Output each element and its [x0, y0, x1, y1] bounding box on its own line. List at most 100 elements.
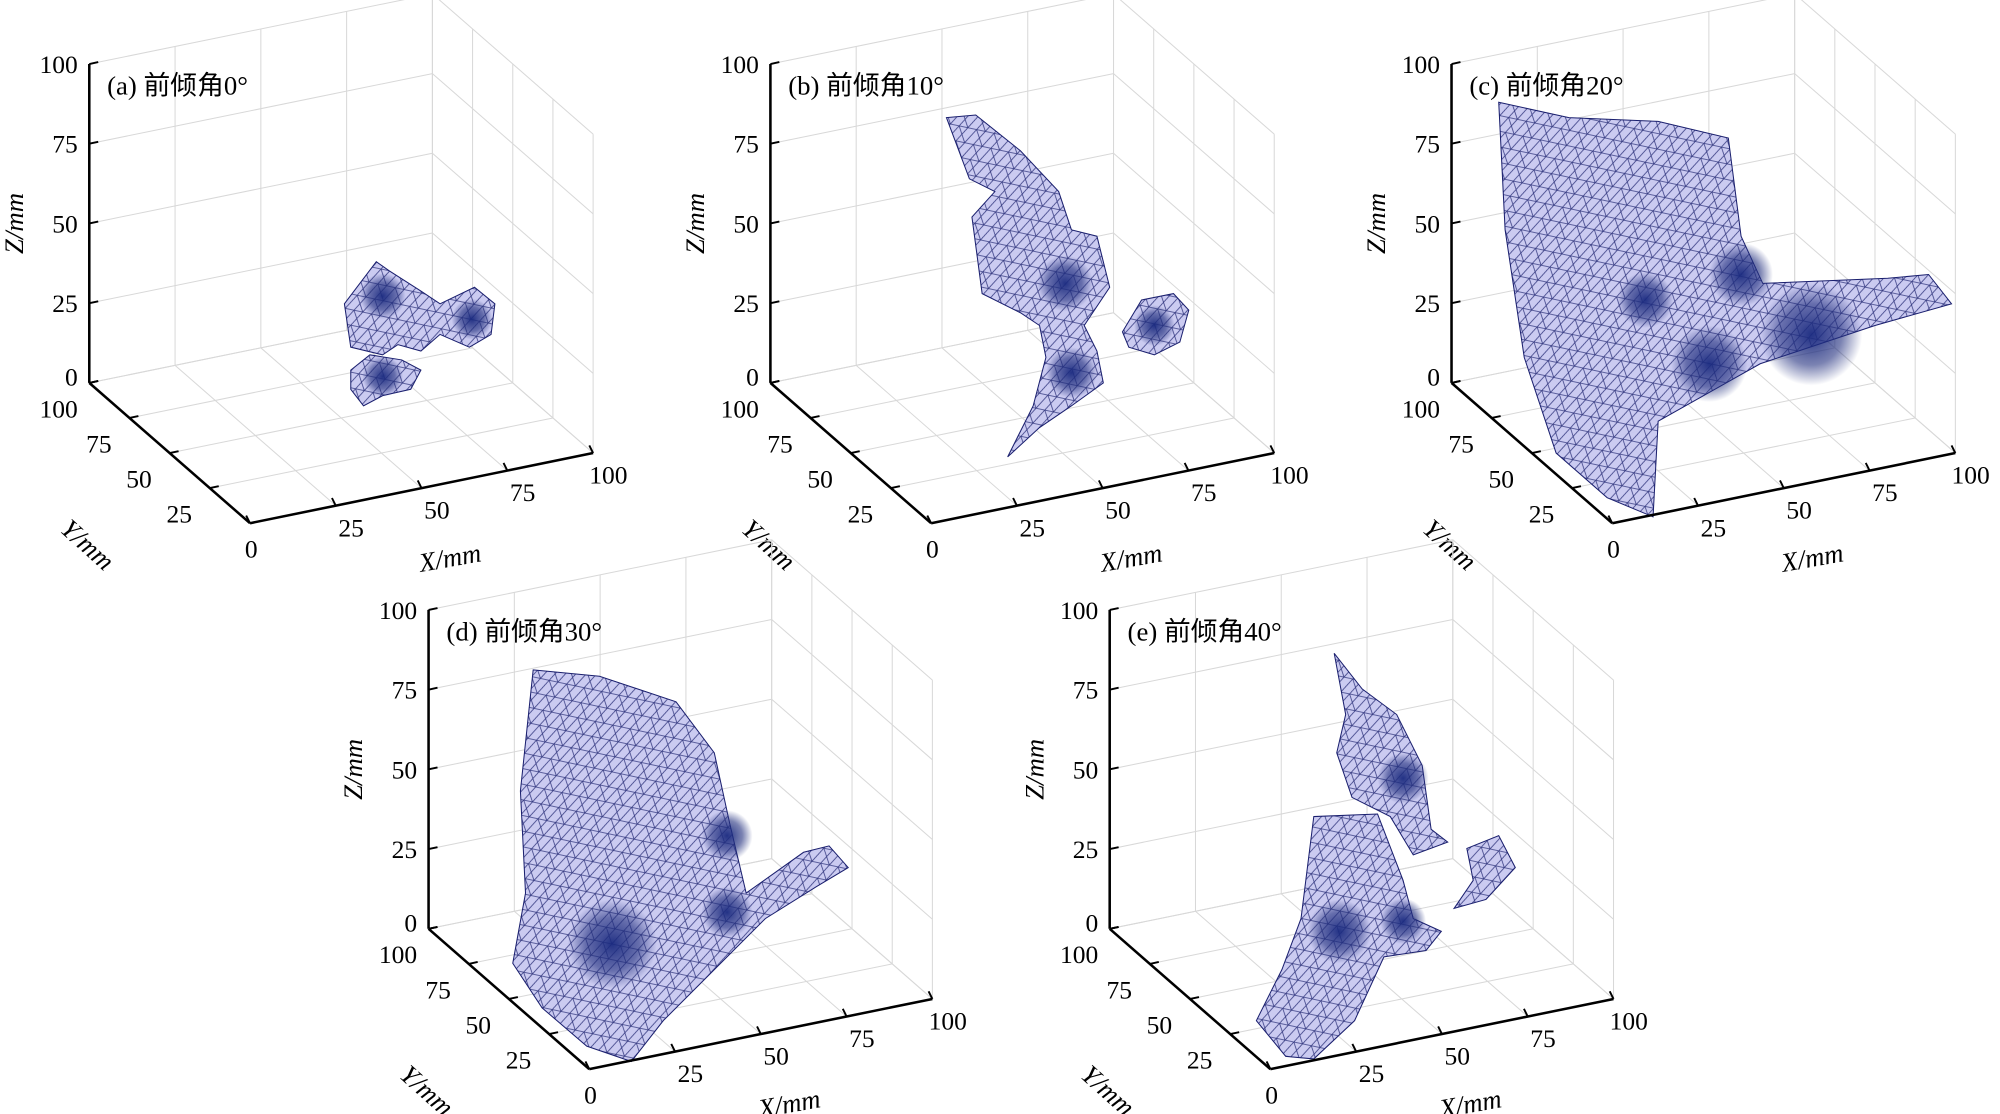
z-tick-label: 25 [1415, 289, 1441, 318]
grid-line [771, 619, 933, 761]
y-tick-label: 100 [1402, 394, 1440, 423]
x-tick-label: 75 [1530, 1024, 1555, 1053]
z-tick-label: 75 [1073, 676, 1099, 705]
x-tick-mark [1265, 1061, 1272, 1070]
y-tick-mark [1451, 380, 1461, 384]
y-tick-mark [548, 1031, 559, 1035]
z-tick-label: 0 [404, 908, 417, 937]
x-tick-label: 50 [1105, 496, 1131, 525]
y-tick-label: 50 [126, 464, 152, 493]
grid-line [1794, 152, 1956, 294]
x-tick-mark [1437, 1025, 1443, 1035]
y-tick-label: 25 [1529, 500, 1555, 529]
y-tick-mark [1230, 1031, 1240, 1035]
grid-line [770, 73, 1114, 145]
dense-mesh-cluster [451, 298, 493, 340]
x-tick-label: 50 [1786, 496, 1811, 525]
x-tick-label: 0 [1265, 1081, 1278, 1110]
z-tick-mark [1451, 220, 1461, 225]
grid-line [770, 152, 1114, 224]
y-tick-mark [1571, 485, 1582, 490]
panel-title: (c) 前倾角20° [1469, 71, 1623, 101]
x-tick-label: 50 [424, 496, 450, 525]
y-tick-label: 75 [767, 429, 793, 458]
grid-line [1109, 698, 1453, 770]
grid-line [1109, 539, 1453, 611]
y-tick-mark [770, 380, 780, 384]
grid-line [428, 539, 772, 611]
z-axis-label: Z/mm [1361, 193, 1391, 254]
x-tick-mark [670, 1043, 676, 1053]
y-tick-label: 100 [40, 394, 78, 423]
grid-line [169, 382, 513, 454]
y-tick-label: 100 [379, 940, 417, 969]
x-tick-mark [1012, 497, 1018, 507]
x-tick-label: 0 [245, 535, 258, 564]
x-tick-mark [927, 990, 934, 1000]
x-tick-label: 75 [1872, 478, 1897, 507]
z-tick-mark [89, 300, 99, 305]
z-tick-label: 50 [1415, 209, 1441, 238]
x-tick-mark [1693, 497, 1699, 507]
x-tick-label: 25 [1701, 513, 1727, 542]
dense-mesh-cluster [1377, 752, 1429, 804]
y-tick-mark [468, 961, 478, 965]
dense-mesh-cluster [1760, 283, 1863, 386]
fracture-mesh-surface [1498, 101, 1953, 518]
z-tick-mark [1451, 300, 1461, 305]
x-tick-label: 0 [584, 1081, 597, 1110]
grid-line [771, 698, 933, 840]
grid-line [1113, 73, 1275, 215]
x-tick-label: 75 [849, 1024, 875, 1053]
x-axis-label: X/mm [1097, 538, 1165, 579]
y-tick-label: 75 [1448, 429, 1474, 458]
x-tick-label: 100 [589, 461, 627, 490]
x-tick-mark [1269, 444, 1276, 454]
y-tick-mark [1189, 996, 1200, 1000]
z-tick-label: 25 [733, 289, 759, 318]
z-tick-label: 75 [52, 130, 78, 159]
z-tick-label: 50 [1073, 755, 1099, 784]
x-tick-label: 100 [929, 1007, 967, 1036]
x-tick-mark [1523, 1008, 1529, 1017]
fracture-mesh-surface [512, 669, 850, 1063]
z-tick-mark [1451, 61, 1461, 65]
x-tick-label: 100 [1952, 461, 1990, 490]
x-tick-mark [584, 1061, 591, 1070]
z-tick-mark [1451, 140, 1461, 145]
x-tick-mark [245, 515, 251, 524]
x-tick-mark [1097, 480, 1104, 489]
y-tick-mark [1491, 415, 1501, 419]
x-axis-label: X/mm [1436, 1083, 1504, 1114]
fracture-mesh-surface [1452, 835, 1516, 910]
grid-line [1452, 539, 1614, 681]
panel-a: 0 25 50 75 100 25 50 75 100 0 25 50 75 100 Z/mm Y/mm X/m… [0, 0, 628, 578]
dense-mesh-cluster [567, 899, 657, 989]
x-tick-label: 25 [678, 1059, 704, 1088]
dense-mesh-cluster [362, 356, 404, 397]
z-tick-mark [428, 686, 438, 691]
grid-line [428, 619, 772, 691]
z-axis-label: Z/mm [338, 739, 368, 800]
z-tick-label: 100 [379, 596, 417, 625]
dense-mesh-cluster [1036, 255, 1094, 312]
z-tick-label: 0 [1085, 908, 1098, 937]
dense-mesh-cluster [1307, 899, 1372, 964]
y-tick-mark [89, 380, 99, 384]
x-tick-mark [926, 515, 932, 524]
panel-title: (a) 前倾角0° [107, 71, 248, 101]
x-tick-mark [1779, 480, 1785, 489]
z-axis-label: Z/mm [680, 193, 710, 254]
x-tick-label: 75 [1191, 478, 1217, 507]
z-tick-label: 25 [1073, 835, 1099, 864]
y-tick-mark [428, 925, 438, 930]
z-tick-label: 50 [392, 755, 418, 784]
y-tick-label: 75 [425, 975, 451, 1004]
grid-line [770, 0, 1087, 65]
panel-e: 0 25 50 75 100 25 50 75 100 0 25 50 75 100 Z/mm Y/mm X/m… [1019, 539, 1648, 1114]
z-tick-label: 0 [65, 362, 78, 391]
x-tick-mark [1607, 515, 1614, 524]
x-tick-label: 25 [1019, 513, 1045, 542]
grid-line [129, 347, 473, 419]
